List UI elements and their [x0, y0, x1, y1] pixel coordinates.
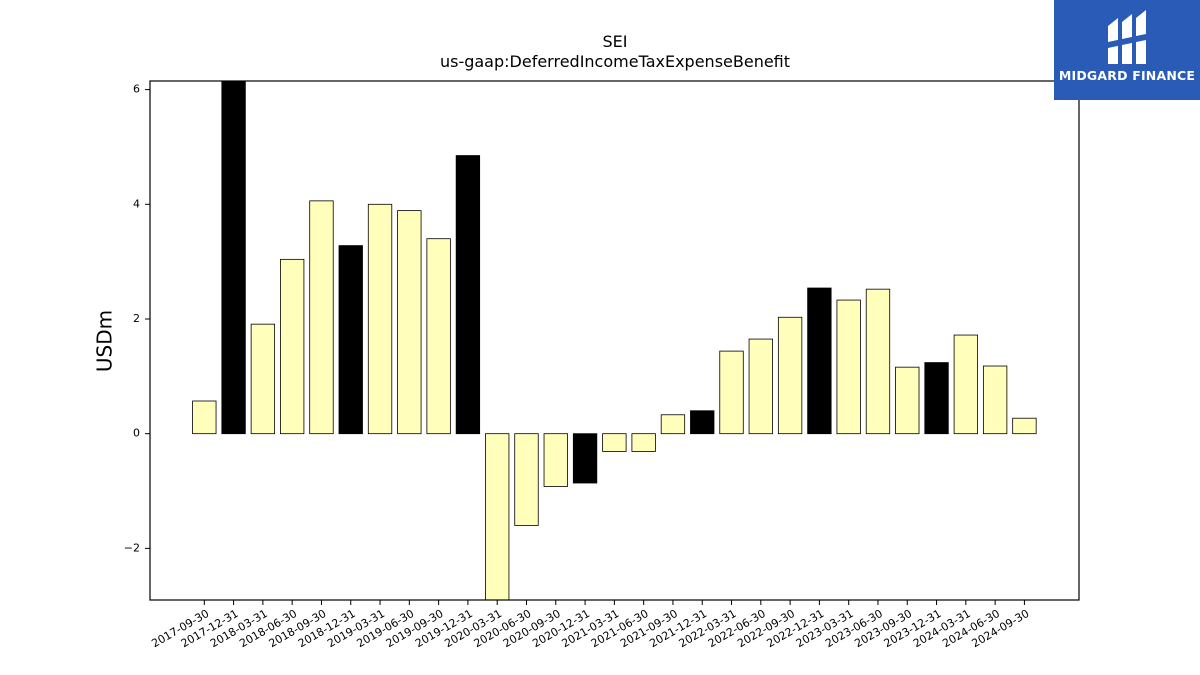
bar-2018-09-30 — [309, 200, 334, 435]
y-axis: −2 0 2 4 6 — [124, 83, 150, 554]
chart-subtitle: us-gaap:DeferredIncomeTaxExpenseBenefit — [439, 52, 791, 71]
bar-2021-06-30 — [631, 433, 656, 452]
logo-text: MIDGARD FINANCE — [1058, 68, 1196, 83]
bar-2022-09-30 — [777, 316, 803, 435]
bar-2020-12-31 — [572, 433, 598, 484]
y-tick-label: 2 — [133, 312, 140, 325]
bar-2024-03-31 — [953, 334, 978, 435]
logo-mark-icon — [1108, 10, 1146, 64]
bar-2022-12-31 — [807, 287, 832, 435]
bar-2019-09-30 — [426, 238, 451, 435]
x-axis: 2017-09-302017-12-312018-03-312018-06-30… — [149, 600, 1031, 650]
chart-title: SEI — [602, 32, 628, 51]
bar-2024-09-30 — [1012, 417, 1037, 435]
midgard-finance-logo: MIDGARD FINANCE — [1054, 0, 1200, 100]
bar-2018-06-30 — [280, 258, 305, 435]
bar-2019-12-31 — [455, 155, 481, 435]
bar-2023-06-30 — [865, 288, 891, 435]
bar-2020-09-30 — [543, 433, 568, 487]
y-tick-label: 6 — [133, 83, 140, 96]
y-axis-label: USDm — [93, 310, 117, 372]
bar-2022-03-31 — [719, 350, 744, 435]
bar-2023-12-31 — [924, 362, 949, 435]
bar-2021-09-30 — [660, 414, 686, 435]
bar-2020-03-31 — [485, 433, 510, 601]
bar-2019-03-31 — [367, 203, 393, 435]
bar-2018-12-31 — [338, 245, 363, 435]
bar-2023-03-31 — [836, 299, 861, 435]
bar-2018-03-31 — [250, 323, 276, 435]
bar-2024-06-30 — [982, 365, 1008, 435]
bar-2021-12-31 — [690, 410, 715, 435]
bar-2017-09-30 — [192, 400, 217, 435]
plot-frame — [149, 80, 1080, 601]
bar-2020-06-30 — [514, 433, 539, 526]
bar-2017-12-31 — [221, 80, 246, 435]
bar-2021-03-31 — [602, 433, 627, 452]
bars-group — [192, 80, 1037, 601]
y-tick-label: 4 — [133, 197, 140, 210]
y-tick-label: 0 — [133, 427, 140, 440]
bar-2019-06-30 — [397, 210, 422, 435]
bar-2022-06-30 — [748, 338, 773, 435]
bar-2023-09-30 — [895, 366, 920, 435]
y-tick-label: −2 — [124, 541, 140, 554]
